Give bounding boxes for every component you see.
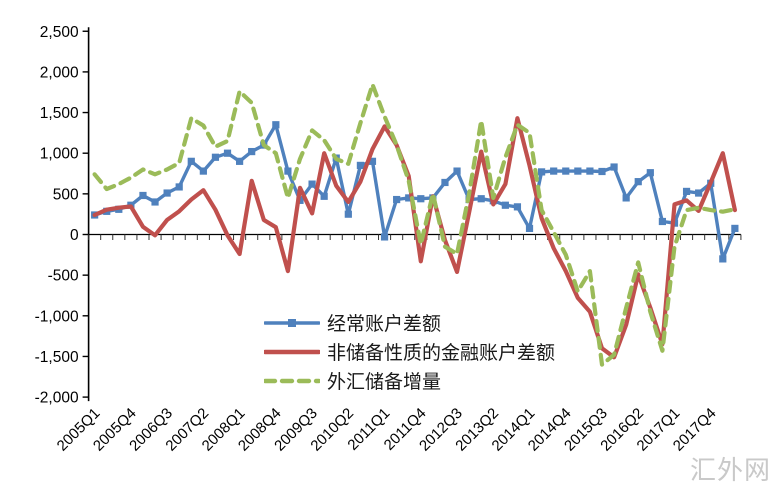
series-marker [223, 149, 232, 157]
series-marker [151, 198, 159, 206]
series-marker [731, 224, 739, 233]
legend-swatch-icon [264, 342, 320, 362]
y-axis-label: -1,500 [35, 349, 79, 366]
y-axis-label: 0 [70, 227, 79, 244]
legend-item-2: 外汇储备增量 [264, 366, 555, 395]
series-marker [187, 157, 195, 165]
series-marker [139, 191, 147, 200]
y-axis-label: 2,000 [40, 64, 79, 81]
series-marker [453, 167, 461, 175]
y-axis-label: 1,500 [40, 105, 79, 122]
legend-swatch-icon [264, 371, 320, 391]
series-marker [308, 180, 316, 188]
series-marker [441, 178, 449, 187]
series-marker [695, 189, 703, 197]
series-marker [562, 167, 570, 175]
legend-swatch-icon [264, 313, 320, 333]
legend-item-0: 经常账户差额 [264, 308, 555, 337]
watermark: 汇外网 [690, 455, 770, 485]
series-marker [574, 167, 582, 175]
series-marker [538, 168, 546, 176]
series-marker [344, 210, 352, 218]
series-marker [320, 192, 328, 200]
legend-label: 非储备性质的金融账户差额 [327, 343, 556, 364]
y-axis-label: -500 [48, 268, 79, 285]
series-marker [634, 178, 642, 186]
series-marker [236, 157, 244, 165]
series-marker [646, 169, 654, 177]
series-marker [356, 161, 364, 169]
series-line-2 [92, 82, 738, 367]
series-marker [199, 167, 207, 175]
series-marker [586, 167, 594, 175]
series-marker [682, 187, 691, 196]
series-marker [163, 189, 171, 197]
series-marker [513, 203, 522, 211]
series-marker [248, 147, 256, 156]
series-marker [417, 195, 425, 203]
series-marker [550, 167, 558, 175]
y-axis-label: 2,500 [40, 24, 79, 41]
series-marker [622, 194, 630, 202]
series-marker [393, 195, 401, 204]
series-marker [598, 167, 606, 176]
series-marker [175, 183, 183, 191]
legend-label: 外汇储备增量 [327, 372, 442, 393]
y-axis-label: -1,000 [35, 308, 79, 325]
legend-label: 经常账户差额 [327, 314, 442, 335]
series-marker [211, 153, 220, 161]
series-marker [501, 201, 509, 209]
series-marker [610, 163, 618, 171]
y-axis-label: 1,000 [40, 146, 79, 163]
y-axis-label: 500 [53, 186, 79, 203]
series-marker [272, 121, 280, 129]
y-axis-label: -2,000 [35, 390, 79, 407]
series-marker [719, 255, 727, 263]
series-marker [405, 194, 413, 202]
series-marker [368, 157, 377, 165]
series-marker [525, 224, 534, 233]
series-marker [477, 195, 485, 203]
series-marker [658, 217, 666, 226]
legend: 经常账户差额非储备性质的金融账户差额 外汇储备增量 [264, 308, 555, 395]
series-marker [284, 167, 292, 175]
series-marker [380, 233, 389, 241]
legend-item-1: 非储备性质的金融账户差额 [264, 337, 555, 366]
